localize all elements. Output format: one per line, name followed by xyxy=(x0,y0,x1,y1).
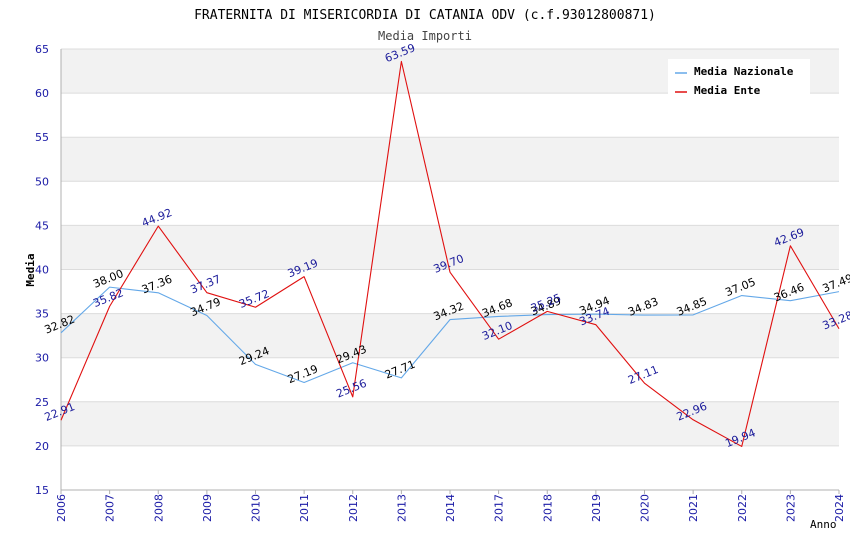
y-tick-label: 30 xyxy=(35,352,49,365)
x-tick-label: 2019 xyxy=(590,494,603,522)
y-tick-label: 15 xyxy=(35,484,49,497)
x-tick-label: 2009 xyxy=(201,494,214,522)
y-tick-label: 60 xyxy=(35,87,49,100)
x-tick-label: 2022 xyxy=(736,494,749,522)
plot-band xyxy=(61,181,839,226)
plot-band xyxy=(61,401,839,446)
legend-label-media-ente: Media Ente xyxy=(694,84,761,97)
y-tick-label: 40 xyxy=(35,264,49,277)
legend-label-media-nazionale: Media Nazionale xyxy=(694,65,794,78)
x-tick-label: 2017 xyxy=(493,494,506,522)
x-tick-label: 2012 xyxy=(347,494,360,522)
y-tick-label: 55 xyxy=(35,131,49,144)
y-tick-label: 25 xyxy=(35,396,49,409)
y-tick-label: 45 xyxy=(35,219,49,232)
x-tick-label: 2008 xyxy=(152,494,165,522)
y-axis-label: Media xyxy=(24,253,37,286)
y-tick-labels: 15 20 25 30 35 40 45 50 55 60 65 xyxy=(35,43,49,497)
series-line-media-ente xyxy=(60,60,840,447)
legend-box xyxy=(668,59,810,97)
plot-band xyxy=(61,357,839,402)
x-tick-label: 2007 xyxy=(104,494,117,522)
series-line-media-nazionale xyxy=(60,286,840,384)
plot-band xyxy=(61,225,839,270)
axes xyxy=(60,49,840,494)
x-tick-label: 2018 xyxy=(541,494,554,522)
plot-background-bands xyxy=(61,49,839,490)
plot-band xyxy=(61,137,839,182)
y-tick-label: 50 xyxy=(35,175,49,188)
legend: Media Nazionale Media Ente xyxy=(668,59,810,97)
x-tick-label: 2013 xyxy=(395,494,408,522)
x-tick-label: 2014 xyxy=(444,494,457,522)
plot-band xyxy=(61,445,839,490)
series-lines xyxy=(60,60,840,447)
y-tick-label: 20 xyxy=(35,440,49,453)
x-tick-label: 2010 xyxy=(250,494,263,522)
chart-title: FRATERNITA DI MISERICORDIA DI CATANIA OD… xyxy=(194,8,656,23)
plot-band xyxy=(61,93,839,138)
y-tick-label: 35 xyxy=(35,308,49,321)
x-tick-label: 2020 xyxy=(639,494,652,522)
y-tick-label: 65 xyxy=(35,43,49,56)
x-tick-label: 2023 xyxy=(784,494,797,522)
plot-band xyxy=(61,313,839,358)
x-tick-labels: 2006 2007 2008 2009 2010 2011 2012 2013 2014 2017… xyxy=(55,494,846,522)
x-tick-label: 2024 xyxy=(833,494,846,522)
x-axis-label: Anno xyxy=(810,518,837,531)
chart-subtitle: Media Importi xyxy=(378,29,472,43)
x-tick-label: 2006 xyxy=(55,494,68,522)
x-tick-label: 2011 xyxy=(298,494,311,522)
x-tick-label: 2021 xyxy=(687,494,700,522)
plot-band xyxy=(61,269,839,314)
